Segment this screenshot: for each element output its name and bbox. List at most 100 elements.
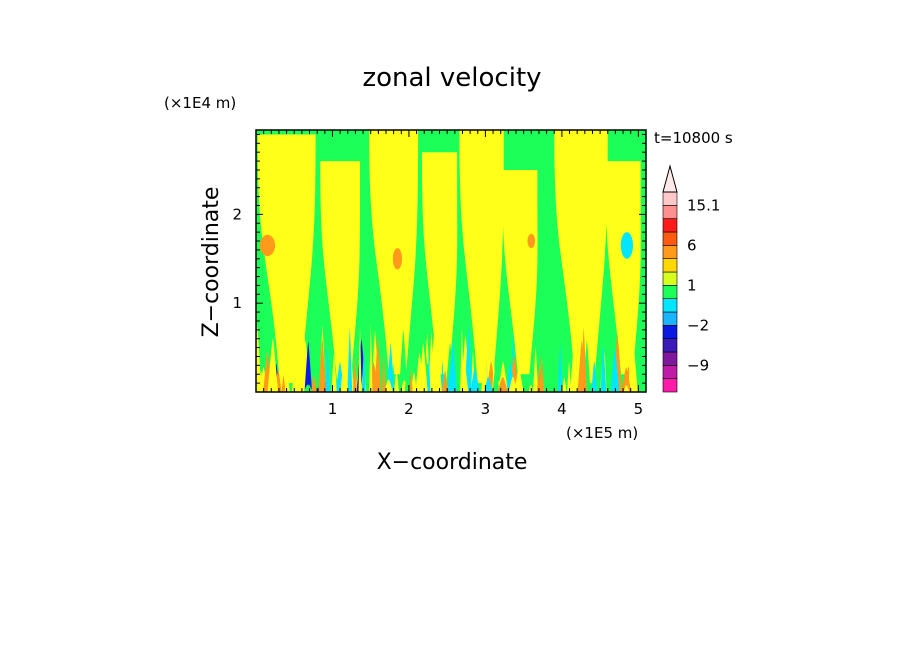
turbulence-spike bbox=[347, 328, 353, 392]
turbulence-spike bbox=[631, 331, 636, 392]
turbulence-spike bbox=[514, 368, 524, 392]
colorbar-segment bbox=[662, 378, 678, 393]
plot-frame bbox=[255, 129, 647, 393]
colorbar-segment bbox=[662, 311, 678, 326]
turbulence-spike bbox=[427, 352, 431, 392]
turbulence-spike bbox=[398, 329, 408, 392]
time-label: t=10800 s bbox=[654, 129, 733, 147]
turbulence-spike bbox=[462, 369, 469, 392]
colorbar-label: −9 bbox=[687, 356, 709, 374]
turbulence-spike bbox=[325, 346, 331, 392]
blob-0 bbox=[259, 234, 276, 257]
turbulence-spike bbox=[281, 376, 286, 392]
turbulence-spike bbox=[449, 339, 457, 392]
contour-field bbox=[256, 130, 646, 392]
colorbar-extend-arrow bbox=[662, 164, 678, 193]
turbulence-spike bbox=[623, 385, 630, 392]
colorbar-segment bbox=[662, 245, 678, 259]
turbulence-spike bbox=[580, 327, 587, 392]
x-tick-label: 1 bbox=[328, 400, 338, 418]
chart-title: zonal velocity bbox=[362, 63, 541, 93]
colorbar-label: 1 bbox=[687, 276, 697, 294]
colorbar-segment bbox=[662, 351, 678, 366]
turbulence-spike bbox=[410, 372, 417, 392]
turbulence-spike bbox=[621, 367, 632, 392]
turbulence-spike bbox=[384, 379, 393, 392]
blob-2 bbox=[527, 233, 536, 249]
turbulence-spike bbox=[353, 357, 357, 392]
turbulence-spike bbox=[591, 360, 598, 392]
turbulence-spike bbox=[481, 345, 489, 392]
turbulence-spike bbox=[291, 358, 301, 392]
turbulence-spike bbox=[267, 338, 279, 392]
turbulence-spike bbox=[484, 377, 493, 392]
plume-4 bbox=[459, 130, 504, 384]
x-tick-label: 2 bbox=[404, 400, 414, 418]
plume-1 bbox=[320, 161, 361, 384]
turbulence-spike bbox=[256, 326, 262, 392]
y-axis-title: Z−coordinate bbox=[199, 187, 224, 338]
turbulence-spike bbox=[284, 332, 288, 392]
turbulence-spike bbox=[492, 359, 500, 392]
turbulence-spike bbox=[369, 325, 373, 392]
colorbar-segment bbox=[662, 338, 678, 353]
turbulence-spike bbox=[394, 370, 399, 392]
turbulence-spike bbox=[557, 343, 563, 392]
turbulence-spike bbox=[318, 337, 327, 392]
colorbar-segment bbox=[662, 271, 678, 286]
turbulence-spike bbox=[537, 366, 541, 392]
turbulence-spike bbox=[562, 377, 567, 392]
turbulence-spike bbox=[533, 347, 539, 392]
plume-7 bbox=[605, 161, 641, 375]
turbulence-spike bbox=[303, 384, 313, 392]
colorbar-label: 15.1 bbox=[687, 196, 720, 214]
colorbar-segment bbox=[662, 231, 678, 246]
colorbar-label: −2 bbox=[687, 316, 709, 334]
plume-3 bbox=[421, 152, 458, 375]
plume-2 bbox=[369, 130, 419, 375]
blob-3 bbox=[620, 232, 633, 259]
turbulence-spike bbox=[418, 343, 428, 392]
turbulence-spike bbox=[311, 375, 317, 392]
x-tick-label: 5 bbox=[634, 400, 644, 418]
x-axis-title: X−coordinate bbox=[377, 450, 528, 475]
colorbar-segment bbox=[662, 298, 678, 313]
turbulence-spike bbox=[382, 355, 386, 392]
plume-6 bbox=[554, 130, 608, 384]
y-axis-ticks: 12 bbox=[232, 133, 646, 384]
turbulence-spike bbox=[610, 348, 620, 392]
turbulence-spike bbox=[436, 359, 442, 392]
turbulence-spike bbox=[470, 368, 480, 392]
colorbar-segment bbox=[662, 191, 678, 206]
plume-5 bbox=[502, 169, 538, 375]
colorbar-segment bbox=[662, 325, 678, 339]
blob-1 bbox=[392, 248, 403, 270]
turbulence-spike bbox=[358, 327, 362, 392]
x-axis-ticks: 1 2 3 4 5 bbox=[263, 130, 647, 418]
turbulence-spike bbox=[340, 351, 349, 392]
y-tick-label: 1 bbox=[232, 294, 242, 312]
y-unit-label: (×1E4 m) bbox=[164, 94, 236, 112]
turbulence-spike bbox=[460, 328, 464, 392]
colorbar: 15.1 6 1 −2 −9 bbox=[662, 164, 720, 393]
colorbar-segment bbox=[662, 285, 678, 299]
turbulence-spike bbox=[304, 341, 313, 392]
turbulence-spike bbox=[361, 350, 366, 392]
x-tick-label: 3 bbox=[481, 400, 491, 418]
turbulence-spike bbox=[600, 345, 607, 392]
colorbar-label: 6 bbox=[687, 236, 697, 254]
plume-0 bbox=[257, 134, 316, 384]
turbulence-spike bbox=[509, 384, 513, 392]
colorbar-segment bbox=[662, 218, 678, 233]
turbulence-spike bbox=[539, 356, 545, 392]
turbulence-spike bbox=[409, 368, 413, 392]
x-tick-label: 4 bbox=[557, 400, 567, 418]
y-tick-label: 2 bbox=[232, 205, 242, 223]
x-unit-label: (×1E5 m) bbox=[566, 424, 638, 442]
turbulence-spike bbox=[567, 361, 571, 392]
turbulence-spike bbox=[442, 370, 449, 392]
turbulence-spike bbox=[464, 325, 473, 392]
colorbar-segment bbox=[662, 365, 678, 379]
colorbar-segment bbox=[662, 258, 678, 273]
